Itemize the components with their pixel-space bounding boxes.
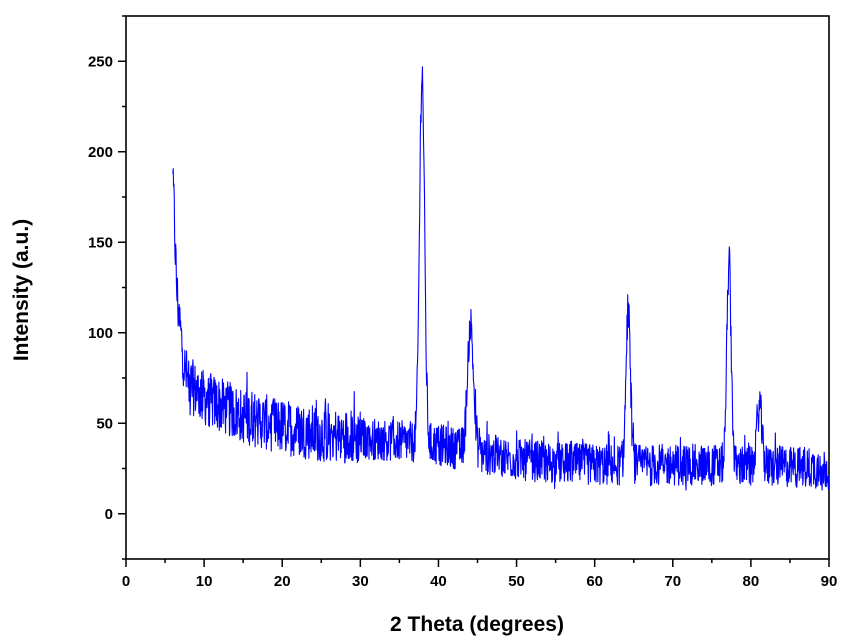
- x-tick-label: 90: [821, 573, 838, 590]
- y-tick-label: 100: [88, 325, 113, 342]
- x-tick-label: 80: [743, 573, 760, 590]
- x-axis-tick-labels: 0 10 20 30 40 50 60 70 80 90: [122, 573, 838, 590]
- x-tick-label: 40: [430, 573, 447, 590]
- y-tick-label: 50: [96, 415, 113, 432]
- xrd-series-line: [172, 66, 830, 491]
- x-tick-label: 20: [274, 573, 291, 590]
- y-tick-label: 0: [105, 506, 113, 523]
- y-tick-label: 250: [88, 53, 113, 70]
- plot-frame: [125, 15, 830, 560]
- x-tick-label: 0: [122, 573, 130, 590]
- x-tick-label: 50: [508, 573, 525, 590]
- x-axis-ticks: [125, 559, 830, 567]
- x-tick-label: 10: [196, 573, 213, 590]
- y-tick-label: 200: [88, 144, 113, 161]
- y-axis-ticks: [118, 15, 126, 560]
- y-axis-title: Intensity (a.u.): [10, 219, 33, 361]
- x-tick-label: 70: [664, 573, 681, 590]
- y-axis-tick-labels: 0 50 100 150 200 250: [88, 53, 113, 523]
- x-tick-label: 60: [586, 573, 603, 590]
- y-tick-label: 150: [88, 234, 113, 251]
- x-axis-title: 2 Theta (degrees): [390, 613, 564, 636]
- x-tick-label: 30: [352, 573, 369, 590]
